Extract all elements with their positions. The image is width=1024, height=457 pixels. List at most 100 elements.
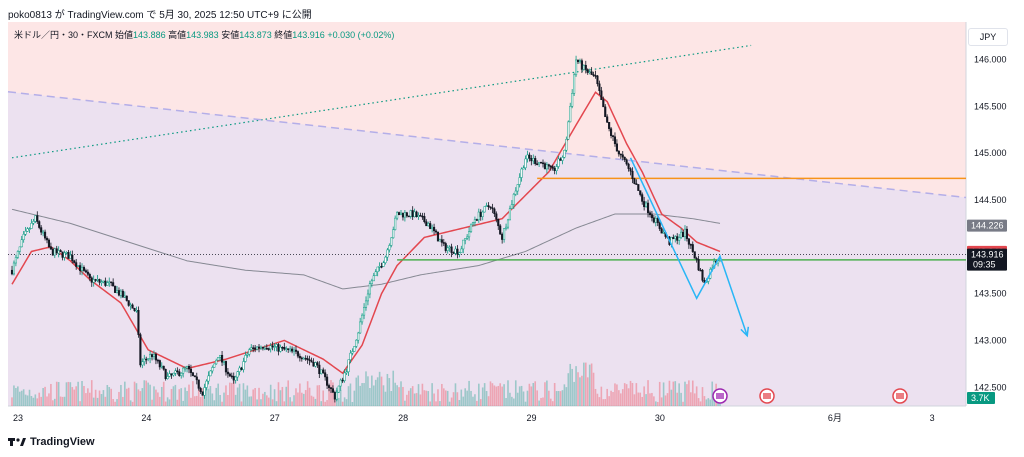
candle-body [355, 339, 358, 347]
candle-body [656, 218, 659, 223]
footer-brand[interactable]: TradingView [8, 436, 95, 448]
volume-bar [289, 397, 291, 406]
candle-body [536, 163, 539, 165]
volume-bar [116, 399, 118, 406]
candle-body [643, 201, 646, 208]
candle-body [294, 349, 298, 352]
candle-body [197, 379, 200, 389]
price-tick-label: 144.500 [974, 195, 1007, 205]
volume-bar [670, 389, 673, 406]
price-label-text: 143.916 [971, 250, 1004, 260]
candle-body [292, 349, 296, 352]
time-axis[interactable]: 23 24 27 28 29 30 6月 3 [13, 413, 935, 423]
volume-bar [248, 396, 251, 406]
candle-body [557, 158, 560, 167]
candle-body [22, 233, 25, 240]
volume-bar [26, 395, 29, 406]
candle-body [53, 248, 56, 256]
candle-body [44, 231, 47, 239]
volume-bar [122, 396, 124, 406]
candle-body [678, 237, 681, 241]
candle-body [440, 239, 443, 243]
currency-button[interactable]: JPY [968, 28, 1008, 46]
volume-bar [429, 401, 431, 406]
candle-body [283, 347, 286, 350]
volume-bar [314, 398, 317, 406]
volume-bar [347, 386, 350, 406]
volume-bar [530, 386, 533, 406]
candle-body [633, 178, 636, 184]
candle-body [399, 212, 403, 216]
candle-body [250, 347, 253, 350]
candle-body [285, 348, 288, 350]
volume-bar [155, 389, 157, 406]
volume-bar [357, 375, 360, 406]
volume-bar [602, 399, 605, 406]
volume-bar [662, 382, 665, 406]
volume-bar [633, 394, 636, 406]
volume-bar [316, 385, 319, 406]
price-tick-label: 143.500 [974, 289, 1007, 299]
volume-bar [618, 390, 620, 406]
volume-bar [106, 384, 109, 406]
volume-bar [376, 377, 379, 406]
candle-body [219, 354, 222, 358]
candle-body [353, 346, 356, 352]
volume-bar [462, 396, 465, 406]
candle-body [244, 355, 247, 362]
candle-body [324, 372, 327, 378]
price-axis[interactable]: 146.000 145.500 145.000 144.500 143.500 143.0… [967, 54, 1007, 404]
volume-bar [676, 392, 679, 406]
candle-body [84, 270, 87, 273]
event-icons[interactable] [712, 388, 908, 404]
open-label: 始値 [115, 30, 134, 40]
volume-bar [472, 396, 474, 406]
indicator-lines [7, 44, 967, 375]
volume-bar [301, 392, 303, 406]
volume-bar [454, 383, 457, 406]
candle-body [555, 166, 558, 171]
volume-bar [40, 396, 42, 406]
volume-bar [326, 400, 328, 406]
candle-body [166, 376, 169, 379]
volume-bar [57, 382, 60, 406]
candle-body [314, 362, 317, 367]
candle-body [71, 254, 74, 262]
candle-body [67, 252, 70, 259]
volume-bar [666, 393, 669, 406]
volume-bar [600, 386, 603, 406]
volume-bar [631, 382, 634, 406]
candle-body [582, 64, 585, 70]
candle-body [471, 222, 475, 225]
volume-bar [386, 373, 389, 406]
volume-bar [629, 380, 632, 406]
volume-bar [699, 401, 702, 406]
candle-body [427, 223, 430, 227]
candle-body [34, 215, 37, 222]
volume-bar [672, 381, 675, 406]
volume-bar [225, 385, 227, 406]
dotted-trendline [11, 44, 752, 159]
volume-bar [367, 376, 369, 406]
candle-body [215, 360, 218, 365]
volume-bar [690, 392, 692, 406]
candle-body [617, 150, 620, 155]
candle-body [287, 348, 290, 350]
candle-body [308, 359, 311, 361]
candle-body [448, 246, 451, 249]
volume-bar [711, 381, 714, 406]
candle-body [207, 375, 210, 382]
candle-body [384, 256, 387, 263]
candle-body [234, 376, 237, 381]
volume-bar [295, 388, 297, 406]
flag-icon [896, 393, 904, 399]
candle-body [30, 222, 33, 229]
volume-bar [483, 383, 486, 406]
volume-bar [382, 385, 385, 406]
volume-bar [464, 388, 466, 406]
volume-bar [372, 385, 375, 406]
candle-body [170, 373, 173, 376]
candle-body [73, 260, 76, 263]
candle-body [681, 231, 685, 238]
